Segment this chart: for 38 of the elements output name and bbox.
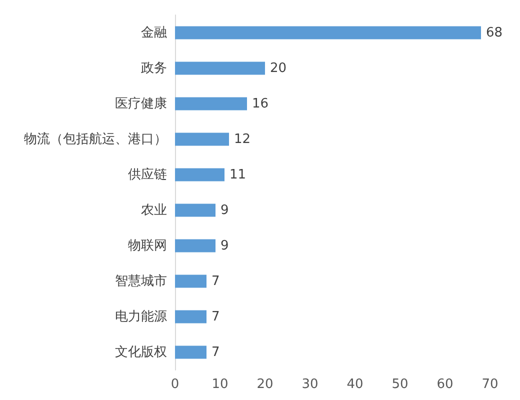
- y-tick-label: 农业: [141, 202, 167, 218]
- bar: [175, 26, 481, 40]
- bar: [175, 310, 206, 324]
- y-tick-label: 文化版权: [115, 344, 167, 360]
- data-label: 7: [212, 309, 220, 324]
- bar: [175, 346, 206, 359]
- data-label: 20: [270, 60, 287, 76]
- data-label: 12: [234, 132, 251, 147]
- x-tick-label: 50: [392, 377, 408, 392]
- x-tick-label: 40: [346, 377, 364, 392]
- bar: [175, 239, 216, 252]
- bar: [175, 132, 229, 146]
- data-label: 11: [230, 167, 246, 182]
- data-label: 9: [220, 202, 229, 218]
- data-label: 7: [212, 344, 220, 360]
- bar: [175, 204, 216, 217]
- x-tick-label: 10: [212, 377, 228, 392]
- bar: [175, 62, 265, 75]
- y-tick-label: 金融: [141, 25, 167, 40]
- x-tick-label: 0: [170, 377, 180, 392]
- data-label: 9: [220, 238, 229, 254]
- bar: [175, 168, 224, 182]
- y-tick-label: 医疗健康: [115, 96, 167, 112]
- y-tick-label: 政务: [141, 60, 167, 76]
- y-tick-label: 供应链: [128, 166, 167, 182]
- y-tick-label: 物联网: [128, 238, 167, 254]
- x-tick-label: 60: [436, 377, 454, 392]
- data-label: 16: [252, 96, 269, 112]
- data-label: 68: [486, 25, 503, 40]
- x-tick-label: 70: [482, 377, 498, 392]
- bar: [175, 274, 206, 288]
- y-tick-label: 物流（包括航运、港口）: [24, 130, 167, 147]
- y-tick-label: 电力能源: [115, 309, 167, 324]
- bar: [175, 97, 247, 110]
- x-tick-label: 20: [256, 377, 274, 392]
- data-label: 7: [212, 274, 220, 289]
- y-tick-label: 智慧城市: [115, 274, 167, 289]
- x-tick-label: 30: [302, 377, 318, 392]
